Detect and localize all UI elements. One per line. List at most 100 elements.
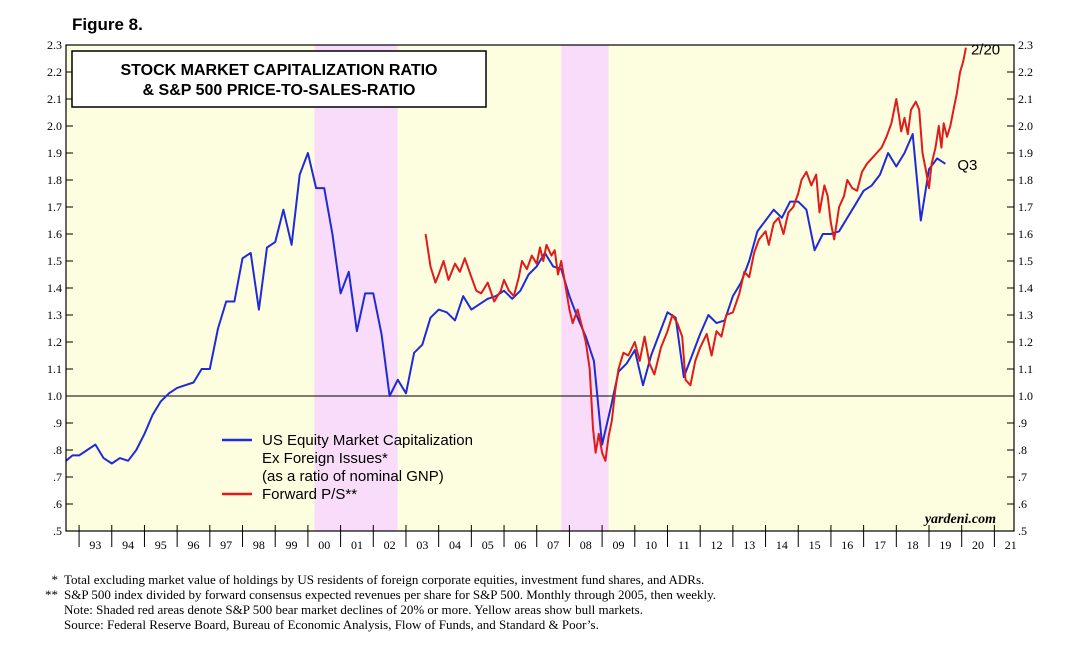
y-tick-label-right: 1.6 (1018, 227, 1033, 241)
y-axis-left: .5 .6 .7 .8 .9 1.0 1.1 1.2 1.3 1.4 1.5 1.6 1.7 1.8 1.9… (47, 38, 73, 538)
y-tick-label-left: 1.0 (47, 389, 62, 403)
footnote-text: S&P 500 index divided by forward consens… (64, 587, 717, 602)
bull-market-region (66, 45, 315, 531)
x-tick-label: 16 (841, 538, 853, 552)
y-tick-label-right: .5 (1018, 524, 1027, 538)
shaded-regions (66, 45, 1014, 531)
y-tick-label-left: .6 (53, 497, 62, 511)
y-tick-label-right: 2.3 (1018, 38, 1033, 52)
x-tick-label: 18 (907, 538, 919, 552)
x-tick-label: 09 (612, 538, 624, 552)
x-tick-label: 19 (939, 538, 951, 552)
x-tick-label: 98 (253, 538, 265, 552)
x-tick-label: 15 (809, 538, 821, 552)
x-tick-label: 99 (286, 538, 298, 552)
y-tick-label-left: 1.2 (47, 335, 62, 349)
y-tick-label-right: 1.4 (1018, 281, 1033, 295)
x-tick-label: 11 (678, 538, 690, 552)
y-tick-label-left: 1.9 (47, 146, 62, 160)
y-tick-label-right: 2.2 (1018, 65, 1033, 79)
legend-label-blue-line-3: (as a ratio of nominal GNP) (262, 468, 444, 485)
x-tick-label: 14 (776, 538, 788, 552)
y-tick-label-left: .9 (53, 416, 62, 430)
bear-market-region (314, 45, 398, 531)
x-tick-label: 00 (318, 538, 330, 552)
footnotes: * Total excluding market value of holding… (38, 572, 716, 632)
footnote-text: Total excluding market value of holdings… (64, 572, 705, 587)
x-tick-label: 97 (220, 538, 232, 552)
y-tick-label-right: .6 (1018, 497, 1027, 511)
y-tick-label-right: 1.3 (1018, 308, 1033, 322)
legend-label-red: Forward P/S** (262, 486, 357, 503)
footnote-source: Source: Federal Reserve Board, Bureau of… (38, 617, 716, 632)
y-tick-label-right: 1.9 (1018, 146, 1033, 160)
series-line-forward-ps (424, 47, 967, 462)
title-box: STOCK MARKET CAPITALIZATION RATIO & S&P … (71, 50, 487, 108)
footnote-2: ** S&P 500 index divided by forward conse… (38, 587, 716, 602)
y-tick-label-right: .8 (1018, 443, 1027, 457)
x-tick-label: 10 (645, 538, 657, 552)
x-tick-label: 01 (351, 538, 363, 552)
y-tick-label-left: 1.8 (47, 173, 62, 187)
y-tick-label-left: 1.3 (47, 308, 62, 322)
x-tick-label: 95 (155, 538, 167, 552)
x-tick-label: 04 (449, 538, 461, 552)
x-tick-label: 07 (547, 538, 559, 552)
footnote-mark (38, 602, 64, 617)
y-tick-label-left: .5 (53, 524, 62, 538)
footnote-mark: ** (45, 587, 58, 602)
end-labels: Q3 2/20 (957, 42, 1000, 174)
bear-market-region (561, 45, 609, 531)
title-line-1: STOCK MARKET CAPITALIZATION RATIO (120, 62, 437, 79)
y-tick-label-left: 1.5 (47, 254, 62, 268)
legend-label-blue-line-2: Ex Foreign Issues* (262, 450, 388, 467)
series-line-market-cap-ratio (65, 133, 946, 465)
title-box-frame (71, 50, 487, 108)
footnote-text: Note: Shaded red areas denote S&P 500 be… (64, 602, 643, 617)
x-tick-label: 96 (187, 538, 199, 552)
x-tick-label: 03 (416, 538, 428, 552)
y-tick-label-left: 2.2 (47, 65, 62, 79)
y-tick-label-right: .9 (1018, 416, 1027, 430)
y-tick-label-left: 2.3 (47, 38, 62, 52)
y-tick-label-right: 1.5 (1018, 254, 1033, 268)
figure-label: Figure 8. (72, 15, 143, 34)
x-tick-label: 20 (972, 538, 984, 552)
footnote-1: * Total excluding market value of holding… (38, 572, 716, 587)
footnote-note: Note: Shaded red areas denote S&P 500 be… (38, 602, 716, 617)
y-tick-label-right: 1.1 (1018, 362, 1033, 376)
x-tick-label: 17 (874, 538, 886, 552)
y-tick-label-right: .7 (1018, 470, 1027, 484)
y-tick-label-left: .7 (53, 470, 62, 484)
footnote-text: Source: Federal Reserve Board, Bureau of… (64, 617, 599, 632)
bull-market-region (397, 45, 562, 531)
x-tick-label: 93 (89, 538, 101, 552)
y-tick-label-right: 1.7 (1018, 200, 1033, 214)
x-axis: 93 94 95 96 97 98 99 00 01 02 03 04 05 06 07 08 09 10 11 12… (78, 525, 1017, 552)
y-tick-label-left: 1.1 (47, 362, 62, 376)
y-tick-label-right: 2.0 (1018, 119, 1033, 133)
x-tick-label: 08 (580, 538, 592, 552)
y-tick-label-left: 2.1 (47, 92, 62, 106)
y-tick-label-right: 1.8 (1018, 173, 1033, 187)
x-tick-label: 94 (122, 538, 134, 552)
y-tick-label-left: 2.0 (47, 119, 62, 133)
x-tick-label: 21 (1005, 538, 1017, 552)
y-tick-label-right: 1.0 (1018, 389, 1033, 403)
bull-market-region (608, 45, 1014, 531)
footnote-mark (38, 617, 64, 632)
title-line-2: & S&P 500 PRICE-TO-SALES-RATIO (143, 82, 416, 99)
credit-label: yardeni.com (923, 512, 996, 527)
legend-label-blue-line-1: US Equity Market Capitalization (262, 432, 473, 449)
y-tick-label-left: 1.6 (47, 227, 62, 241)
y-tick-label-left: 1.4 (47, 281, 62, 295)
y-tick-label-left: .8 (53, 443, 62, 457)
x-tick-label: 13 (743, 538, 755, 552)
y-tick-label-left: 1.7 (47, 200, 62, 214)
legend: US Equity Market Capitalization Ex Forei… (222, 432, 473, 503)
footnote-mark: * (51, 572, 59, 587)
x-tick-label: 12 (711, 538, 723, 552)
y-tick-label-right: 1.2 (1018, 335, 1033, 349)
series-layer (65, 47, 967, 465)
